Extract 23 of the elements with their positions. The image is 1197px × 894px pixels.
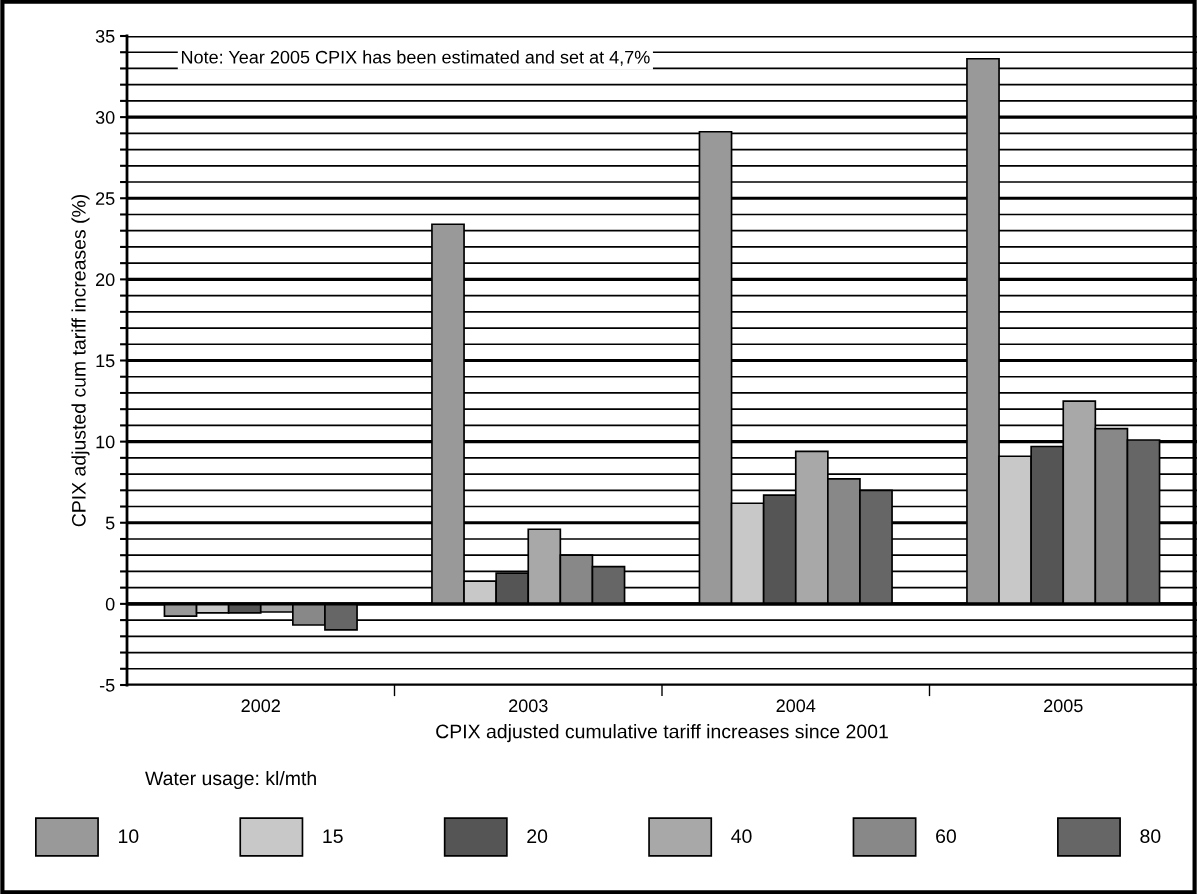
x-tick-label: 2002 [241, 699, 280, 713]
y-tick-label: 5 [105, 516, 115, 530]
y-tick-label: 25 [96, 192, 115, 205]
y-tick-label: 10 [96, 435, 115, 449]
legend-title: Water usage: kl/mth [145, 770, 316, 790]
x-tick-label: 2005 [1044, 699, 1083, 713]
y-tick-label: 35 [95, 29, 115, 43]
x-tick-label: 2004 [776, 699, 816, 713]
y-tick-label: 15 [96, 354, 115, 368]
x-axis-title: CPIX adjusted cumulative tariff increases since 2001 [436, 724, 888, 743]
y-tick-label: 0 [105, 597, 115, 611]
annotation: Note: Year 2005 CPIX has been estimated and set at 4,7% [181, 50, 650, 66]
legend-label: 40 [731, 829, 752, 844]
y-tick-label: -5 [99, 679, 115, 692]
legend-label: 15 [323, 829, 343, 844]
y-tick-label: 20 [96, 273, 115, 287]
x-tick-label: 2003 [509, 699, 548, 713]
legend-label: 20 [527, 829, 548, 844]
legend-label: 80 [1140, 829, 1161, 844]
y-tick-label: 30 [95, 111, 115, 124]
legend-label: 10 [118, 829, 139, 844]
y-axis-title: CPIX adjusted cum tariff increases (%) [71, 194, 90, 527]
legend-label: 60 [936, 829, 956, 844]
